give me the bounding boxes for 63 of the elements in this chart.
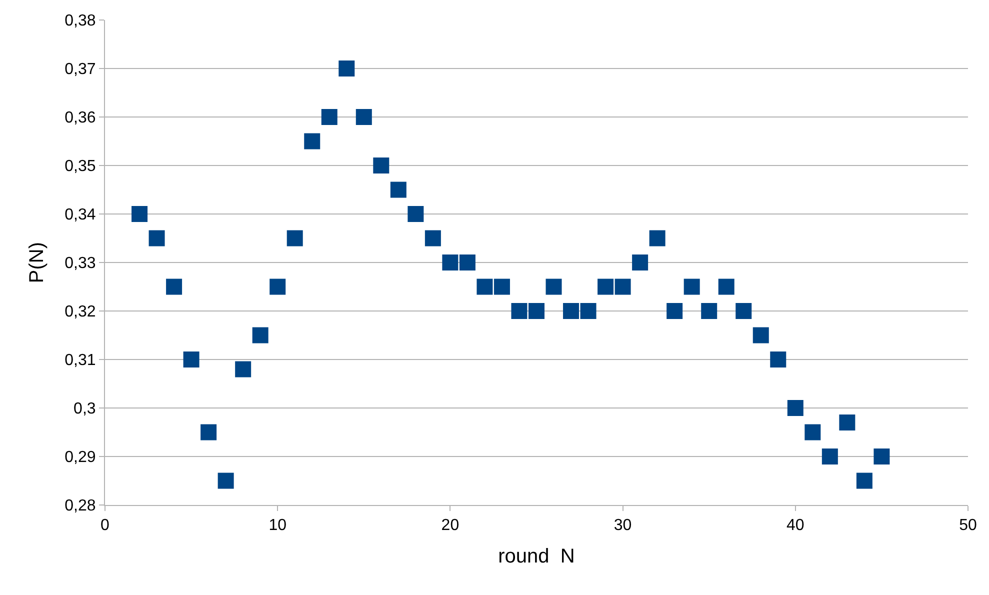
point <box>701 303 718 319</box>
point <box>476 278 493 295</box>
point <box>218 472 234 489</box>
x-tick-label: 30 <box>614 517 632 534</box>
y-tick-label: 0,28 <box>64 498 96 515</box>
y-tick-label: 0,31 <box>64 352 96 370</box>
point <box>736 303 752 319</box>
point <box>390 182 406 198</box>
point <box>822 448 838 464</box>
point <box>183 352 200 368</box>
point <box>148 230 165 246</box>
point <box>649 230 666 246</box>
point <box>804 424 821 440</box>
x-tick-label: 20 <box>441 517 460 534</box>
point <box>839 414 856 431</box>
point <box>632 254 648 270</box>
point <box>563 303 580 319</box>
point <box>787 400 804 416</box>
point <box>252 327 268 344</box>
x-tick-label: 50 <box>959 517 977 534</box>
point <box>373 158 390 174</box>
point <box>598 278 614 295</box>
y-tick-label: 0,3 <box>74 400 96 418</box>
point <box>286 230 303 246</box>
y-tick-label: 0,35 <box>64 158 96 176</box>
point <box>235 361 252 378</box>
point <box>356 109 372 125</box>
y-tick-label: 0,38 <box>64 12 96 30</box>
point <box>684 278 700 295</box>
x-tick-label: 10 <box>268 517 287 534</box>
point <box>528 303 544 319</box>
point <box>580 303 596 319</box>
y-tick-label: 0,36 <box>64 110 96 127</box>
y-tick-label: 0,33 <box>64 255 96 272</box>
y-tick-label: 0,34 <box>64 206 96 224</box>
y-tick-label: 0,37 <box>64 61 96 78</box>
point <box>338 60 355 76</box>
point <box>718 278 734 295</box>
point <box>166 278 182 295</box>
point <box>494 278 510 295</box>
y-tick-label: 0,29 <box>64 449 96 466</box>
y-tick-label: 0,32 <box>64 304 96 321</box>
point <box>270 278 286 295</box>
x-axis-title: round N <box>498 546 575 568</box>
point <box>321 109 338 125</box>
x-tick-label: 0 <box>100 517 110 534</box>
point <box>442 254 458 270</box>
point <box>874 448 890 464</box>
point <box>200 424 217 440</box>
point <box>408 206 424 222</box>
point <box>752 327 769 344</box>
y-axis-title: P(N) <box>26 242 48 284</box>
point <box>511 303 528 319</box>
point <box>459 254 476 270</box>
point <box>770 352 786 368</box>
point <box>546 278 562 295</box>
point <box>614 278 631 295</box>
point <box>132 206 148 222</box>
x-tick-label: 40 <box>786 517 804 534</box>
point <box>424 230 441 246</box>
point <box>856 472 872 489</box>
point <box>666 303 683 319</box>
point <box>304 133 320 150</box>
